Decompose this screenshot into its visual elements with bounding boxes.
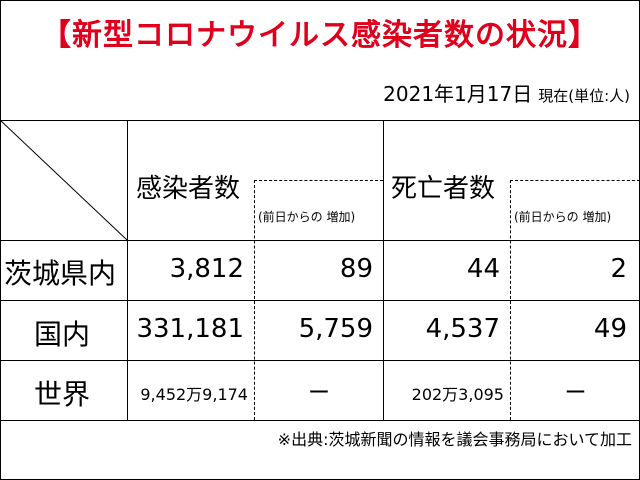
row-divider — [0, 240, 640, 241]
world-infected: 9,452万9,174 — [140, 385, 248, 404]
japan-infected-increase: 5,759 — [298, 314, 373, 344]
dashed-divider — [510, 180, 640, 181]
dashed-divider — [254, 180, 383, 181]
header-infected: 感染者数 — [136, 174, 241, 204]
source-note: ※出典:茨城新聞の情報を議会事務局において加工 — [277, 430, 632, 449]
japan-deaths: 4,537 — [425, 314, 500, 344]
header-infected-increase: (前日からの 増加) — [258, 210, 356, 224]
row-divider — [0, 360, 640, 361]
col-divider — [383, 120, 384, 420]
header-deaths-increase: (前日からの 増加) — [514, 210, 612, 224]
header-deaths: 死亡者数 — [391, 174, 496, 204]
dashed-divider — [510, 180, 511, 420]
dashed-divider — [254, 180, 255, 420]
world-infected-increase: ー — [307, 381, 330, 406]
row-divider — [0, 300, 640, 301]
ibaraki-deaths-increase: 2 — [610, 254, 627, 284]
col-divider — [127, 120, 128, 420]
japan-infected: 331,181 — [136, 314, 244, 344]
date-value: 2021年1月17日 — [383, 82, 533, 106]
stats-table: 感染者数 (前日からの 増加) 死亡者数 (前日からの 増加) 茨城県内 3,8… — [0, 120, 640, 421]
row-label-ibaraki: 茨城県内 — [4, 257, 117, 290]
world-deaths-increase: ー — [564, 381, 587, 406]
row-label-japan: 国内 — [34, 318, 91, 351]
ibaraki-infected-increase: 89 — [339, 254, 373, 284]
unit-note: 現在(単位:人) — [538, 87, 630, 105]
page-title: 【新型コロナウイルス感染者数の状況】 — [41, 18, 599, 53]
row-label-world: 世界 — [34, 378, 91, 411]
table-border-top — [0, 120, 640, 121]
world-deaths: 202万3,095 — [411, 385, 504, 404]
table-border-bottom — [0, 420, 640, 421]
ibaraki-infected: 3,812 — [169, 254, 244, 284]
date-line: 2021年1月17日 現在(単位:人) — [383, 78, 630, 107]
corner-diagonal — [0, 120, 128, 240]
ibaraki-deaths: 44 — [466, 254, 500, 284]
japan-deaths-increase: 49 — [593, 314, 627, 344]
